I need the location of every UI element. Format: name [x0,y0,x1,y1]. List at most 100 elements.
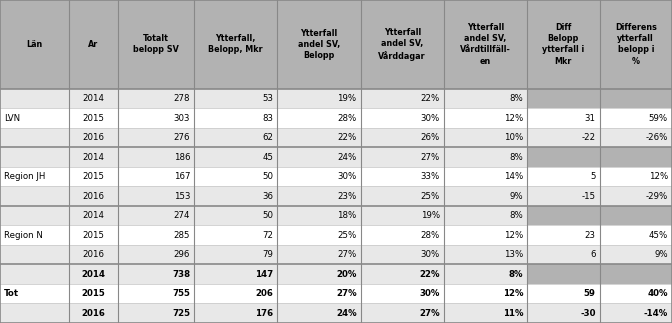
Text: 9%: 9% [655,250,668,259]
Text: 22%: 22% [337,133,357,142]
Text: 2016: 2016 [83,133,104,142]
Bar [599,206,672,225]
Bar [278,128,361,147]
Bar [361,128,444,147]
Text: 36: 36 [262,192,274,201]
Text: Län: Län [26,40,42,49]
Bar [0,225,69,245]
Text: 59%: 59% [649,114,668,123]
Text: 79: 79 [263,250,274,259]
Text: 28%: 28% [421,231,440,240]
Bar [361,304,444,323]
Bar [599,167,672,186]
Text: 18%: 18% [337,211,357,220]
Text: 45: 45 [262,153,274,162]
Text: 23: 23 [585,231,595,240]
Bar [194,265,278,284]
Bar [444,284,527,304]
Text: 50: 50 [262,172,274,181]
Bar [118,108,194,128]
Bar [69,89,118,108]
Bar [194,245,278,265]
Bar [527,245,599,265]
Text: 2014: 2014 [83,153,104,162]
Text: 274: 274 [173,211,190,220]
Text: 12%: 12% [504,114,523,123]
Bar [69,186,118,206]
Bar [194,147,278,167]
Bar [118,128,194,147]
Text: 30%: 30% [421,250,440,259]
Bar [278,304,361,323]
Bar [599,89,672,108]
Bar [444,89,527,108]
Bar [278,186,361,206]
Text: 8%: 8% [509,153,523,162]
Bar [69,206,118,225]
Bar [118,284,194,304]
Text: 12%: 12% [503,289,523,298]
Text: 303: 303 [173,114,190,123]
Bar [0,206,69,225]
Bar [69,225,118,245]
Text: 23%: 23% [337,192,357,201]
Bar [278,245,361,265]
Text: LVN: LVN [4,114,20,123]
Text: 2016: 2016 [81,309,106,318]
Bar [444,186,527,206]
Text: Differens
ytterfall
belopp i
%: Differens ytterfall belopp i % [615,23,657,66]
Bar [599,265,672,284]
Text: 167: 167 [173,172,190,181]
Bar [69,147,118,167]
Bar [278,167,361,186]
Text: -14%: -14% [644,309,668,318]
Text: 25%: 25% [337,231,357,240]
Text: 2015: 2015 [81,289,106,298]
Text: 5: 5 [590,172,595,181]
Text: 30%: 30% [419,289,440,298]
Bar [527,186,599,206]
Text: 45%: 45% [648,231,668,240]
Text: 147: 147 [255,270,274,279]
Bar [0,245,69,265]
Text: 27%: 27% [421,153,440,162]
Bar [527,304,599,323]
Bar [118,147,194,167]
Bar [0,284,69,304]
Text: 83: 83 [262,114,274,123]
Text: 738: 738 [172,270,190,279]
Bar [361,206,444,225]
Text: -29%: -29% [646,192,668,201]
Text: 14%: 14% [504,172,523,181]
Bar [278,284,361,304]
Text: 276: 276 [173,133,190,142]
Bar [69,284,118,304]
Bar [0,186,69,206]
Text: 30%: 30% [421,114,440,123]
Text: 2014: 2014 [81,270,106,279]
Text: 10%: 10% [504,133,523,142]
Text: 2015: 2015 [83,172,104,181]
Bar [599,304,672,323]
Bar [118,265,194,284]
Bar [361,284,444,304]
Bar [69,128,118,147]
Bar [599,108,672,128]
Bar [444,147,527,167]
Bar [444,265,527,284]
Bar [361,167,444,186]
Text: Diff
Belopp
ytterfall i
Mkr: Diff Belopp ytterfall i Mkr [542,23,585,66]
Text: Ytterfall
andel SV,
Vårdtillfäll-
en: Ytterfall andel SV, Vårdtillfäll- en [460,23,511,66]
Bar [118,89,194,108]
Text: -15: -15 [581,192,595,201]
Bar [599,147,672,167]
Bar [527,128,599,147]
Text: 206: 206 [255,289,274,298]
Text: 725: 725 [172,309,190,318]
Bar [278,147,361,167]
Text: Ar: Ar [88,40,99,49]
Bar [0,265,69,284]
Bar [527,89,599,108]
Text: 2015: 2015 [83,231,104,240]
Text: 278: 278 [173,94,190,103]
